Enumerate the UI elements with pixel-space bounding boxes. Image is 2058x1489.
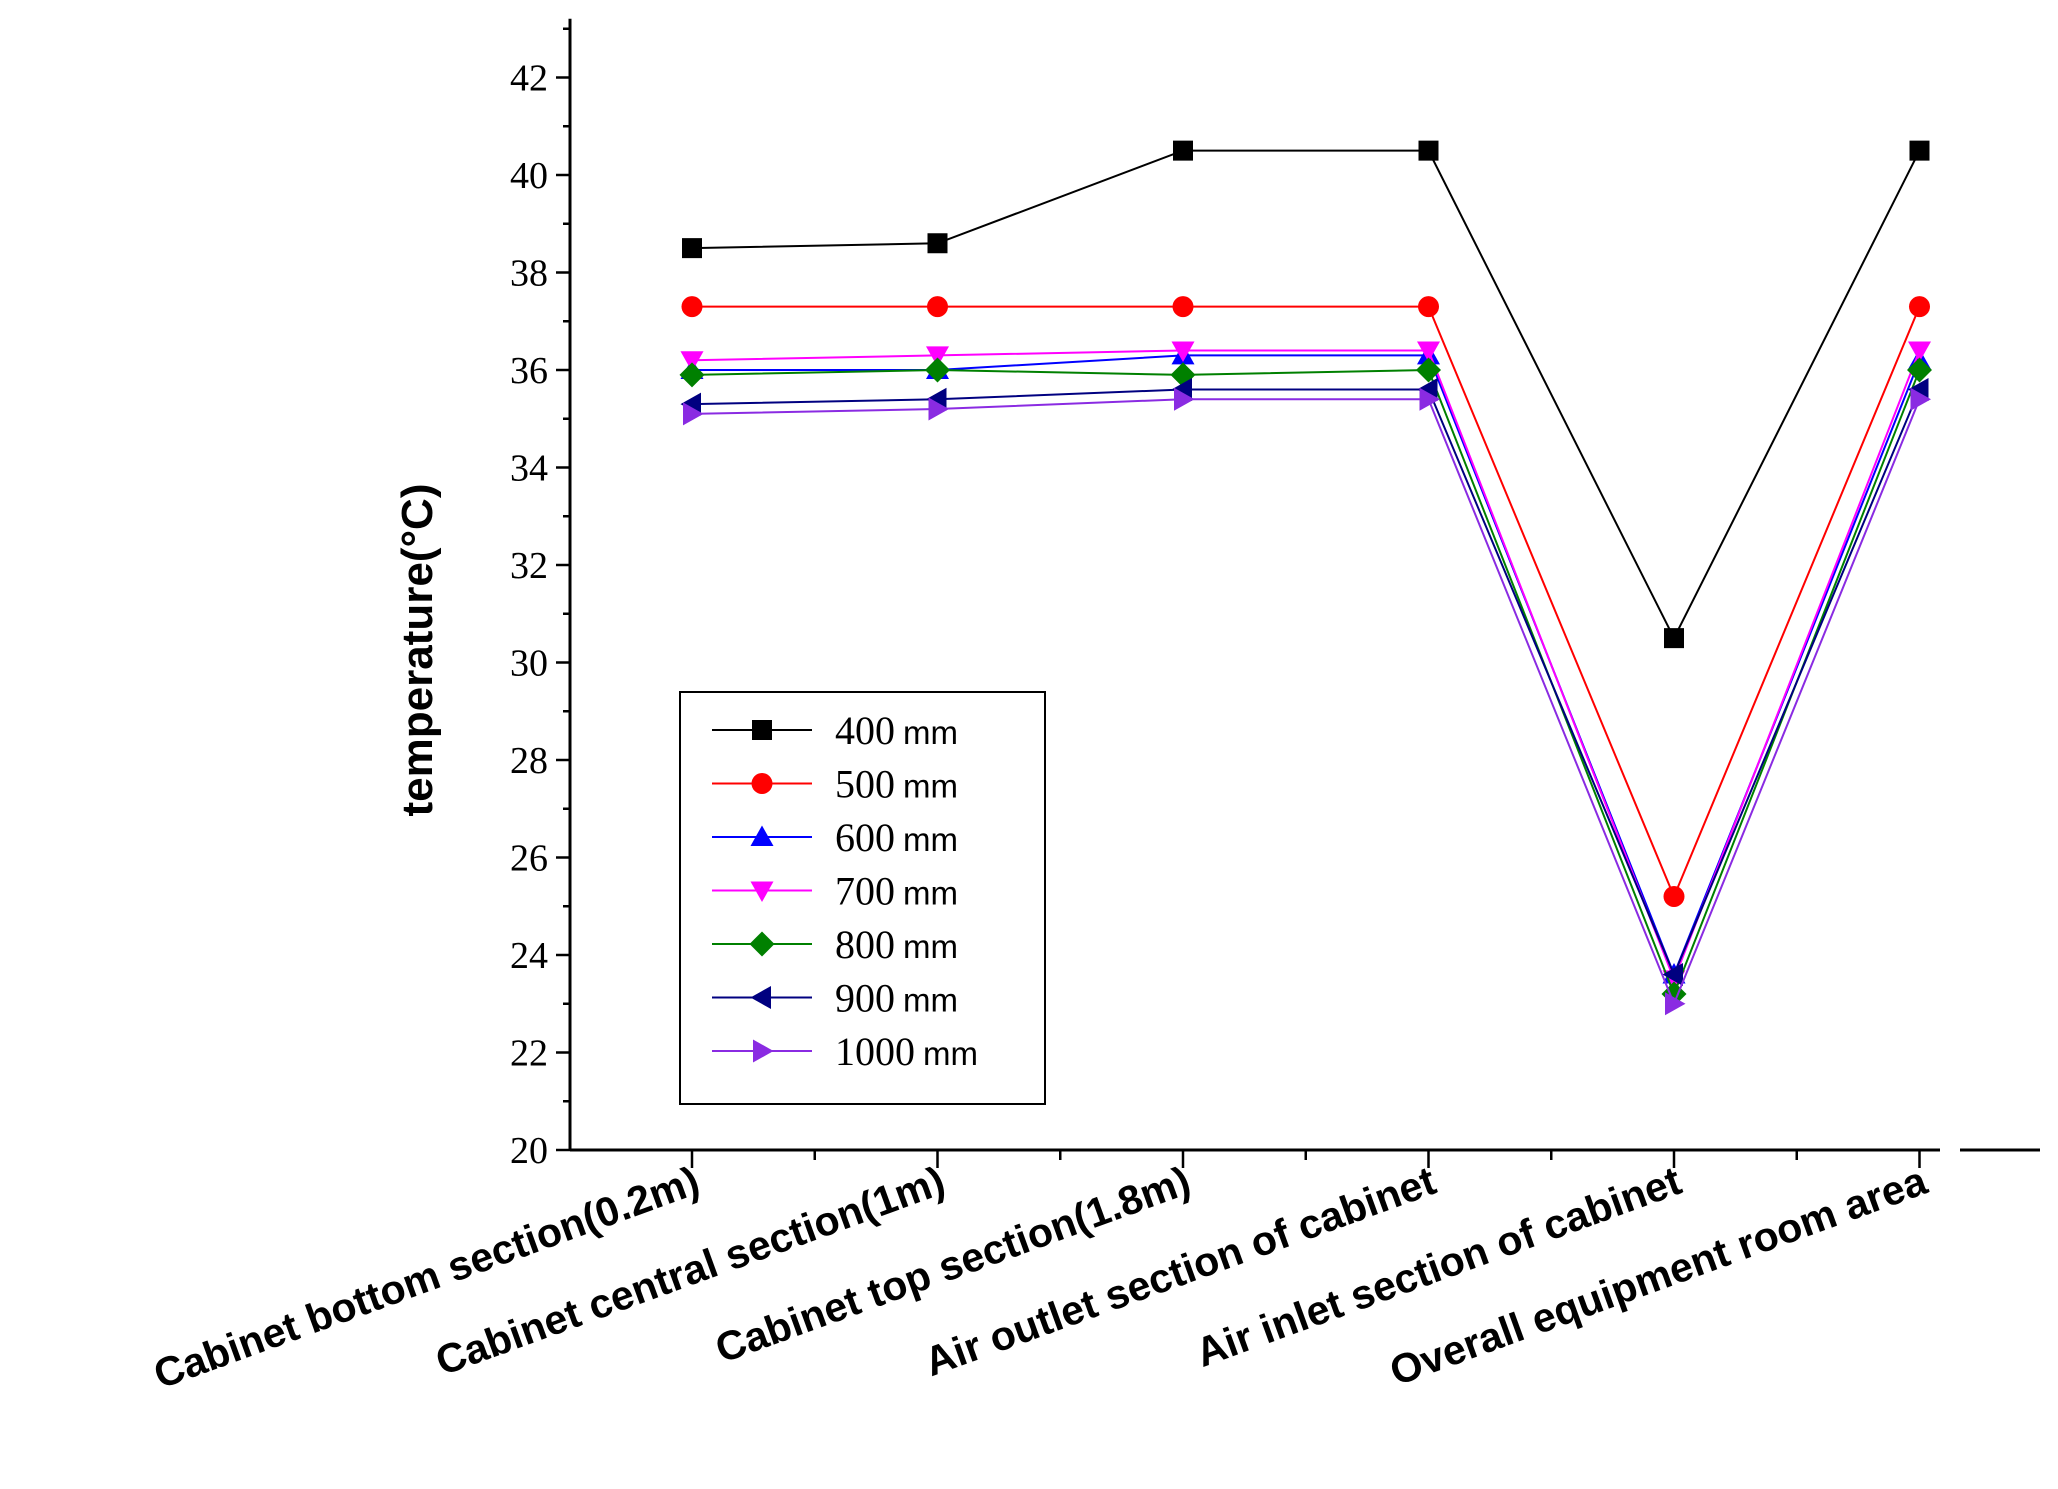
- data-point: [749, 931, 775, 957]
- series-1000: [683, 387, 1931, 1016]
- y-tick-label: 40: [510, 155, 548, 197]
- data-point: [1910, 387, 1931, 411]
- y-tick-label: 42: [510, 58, 548, 100]
- data-point: [681, 296, 703, 318]
- data-point: [753, 1039, 774, 1063]
- series-line: [691, 388, 1921, 978]
- legend-label: 900 mm: [835, 976, 958, 1021]
- data-point: [750, 986, 771, 1009]
- data-point: [927, 296, 948, 318]
- y-tick-label: 22: [510, 1033, 548, 1075]
- y-tick-label: 38: [510, 253, 548, 295]
- series-400: [682, 140, 1930, 649]
- y-axis-title: temperature(°C): [393, 484, 442, 817]
- legend-label: 400 mm: [835, 708, 958, 753]
- legend-label: 800 mm: [835, 922, 958, 967]
- data-point: [1663, 886, 1685, 907]
- data-point: [1174, 387, 1195, 411]
- data-point: [1417, 341, 1440, 362]
- legend-item-900: 900 mm: [712, 976, 958, 1021]
- data-point: [925, 357, 950, 383]
- series-500: [681, 296, 1930, 907]
- legend-label: 1000 mm: [835, 1029, 978, 1074]
- data-point: [1419, 387, 1440, 411]
- legend-item-1000: 1000 mm: [712, 1029, 978, 1074]
- data-point: [682, 238, 702, 259]
- y-tick-label: 36: [510, 350, 548, 392]
- legend-item-500: 500 mm: [712, 762, 958, 807]
- data-point: [1171, 341, 1195, 362]
- y-tick-label: 28: [510, 740, 548, 782]
- data-point: [1662, 963, 1683, 986]
- legend-label: 700 mm: [835, 869, 958, 914]
- series-line: [691, 368, 1921, 997]
- data-point: [1418, 140, 1439, 161]
- data-point: [750, 825, 774, 846]
- legend-item-400: 400 mm: [712, 708, 958, 753]
- data-point: [1416, 357, 1441, 383]
- series-line: [691, 398, 1921, 1007]
- data-point: [1664, 628, 1684, 649]
- y-tick-label: 32: [510, 545, 548, 587]
- data-point: [927, 233, 948, 254]
- legend-item-800: 800 mm: [712, 922, 958, 967]
- series-line: [692, 305, 1921, 900]
- y-tick-label: 20: [510, 1130, 548, 1172]
- series-layer: [679, 140, 1932, 1016]
- y-tick-label: 30: [510, 643, 548, 685]
- data-point: [926, 346, 949, 367]
- data-point: [750, 881, 774, 902]
- legend-box: [679, 691, 1046, 1105]
- data-point: [1908, 341, 1931, 362]
- data-point: [679, 362, 705, 388]
- data-point: [1172, 296, 1194, 318]
- data-point: [928, 397, 949, 421]
- data-point: [1909, 140, 1930, 161]
- data-point: [1665, 992, 1686, 1016]
- data-point: [1907, 357, 1932, 383]
- data-point: [683, 402, 704, 426]
- data-point: [1173, 140, 1193, 161]
- legend-item-700: 700 mm: [712, 869, 958, 914]
- data-point: [680, 351, 704, 372]
- legend-label: 500 mm: [835, 762, 958, 807]
- legend-label: 600 mm: [835, 815, 958, 860]
- legend-item-600: 600 mm: [712, 815, 958, 860]
- series-line: [691, 149, 1921, 641]
- data-point: [1909, 296, 1930, 318]
- data-point: [751, 773, 773, 794]
- y-tick-label: 24: [510, 935, 548, 977]
- data-point: [1418, 296, 1439, 318]
- y-tick-label: 34: [510, 448, 548, 490]
- y-tick-label: 26: [510, 838, 548, 880]
- legend: 400 mm 500 mm 600 mm 700 mm 800 mm 900 mm 1000 mm: [679, 691, 1046, 1105]
- data-point: [752, 720, 772, 740]
